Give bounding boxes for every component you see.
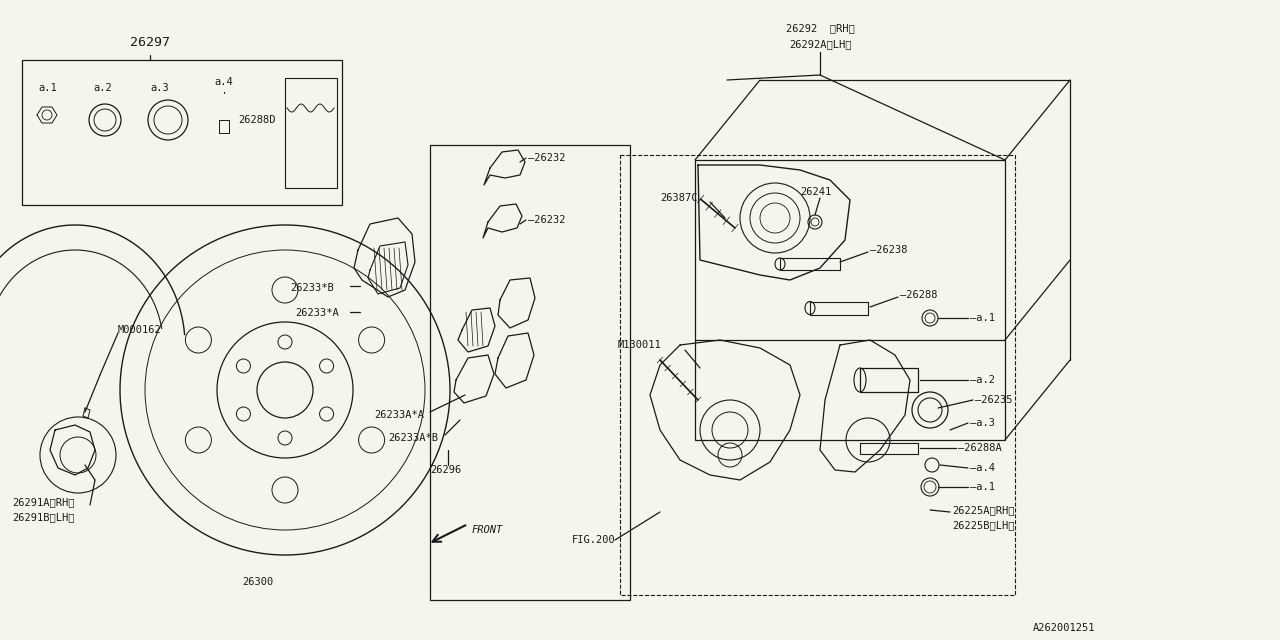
Text: —a.1: —a.1: [970, 482, 995, 492]
Bar: [285, 78, 337, 188]
Text: 26300: 26300: [242, 577, 274, 587]
Text: FRONT: FRONT: [472, 525, 503, 535]
Bar: [430, 145, 630, 600]
Text: 26387C: 26387C: [660, 193, 698, 203]
Text: 26297: 26297: [131, 36, 170, 49]
Text: 26296: 26296: [430, 465, 461, 475]
Text: M130011: M130011: [618, 340, 662, 350]
Text: a.2: a.2: [93, 83, 111, 93]
Text: —26232: —26232: [529, 153, 566, 163]
Text: 26292  〈RH〉: 26292 〈RH〉: [786, 23, 854, 33]
Text: FIG.200: FIG.200: [572, 535, 616, 545]
Text: a.4: a.4: [214, 77, 233, 87]
Text: A262001251: A262001251: [1033, 623, 1094, 633]
Text: 26292A〈LH〉: 26292A〈LH〉: [788, 39, 851, 49]
Bar: [620, 155, 1015, 595]
Text: 26225A〈RH〉: 26225A〈RH〉: [952, 505, 1015, 515]
Text: —a.2: —a.2: [970, 375, 995, 385]
Text: —26238: —26238: [870, 245, 908, 255]
Bar: [22, 60, 342, 205]
Text: —a.3: —a.3: [970, 418, 995, 428]
Text: 26291B〈LH〉: 26291B〈LH〉: [12, 512, 74, 522]
Text: —a.1: —a.1: [970, 313, 995, 323]
Text: 26233A*B: 26233A*B: [388, 433, 438, 443]
Text: M000162: M000162: [118, 325, 161, 335]
Text: 26233A*A: 26233A*A: [374, 410, 424, 420]
Text: —26235: —26235: [975, 395, 1012, 405]
Text: 26225B〈LH〉: 26225B〈LH〉: [952, 520, 1015, 530]
Text: 26291A〈RH〉: 26291A〈RH〉: [12, 497, 74, 507]
Text: —26288A: —26288A: [957, 443, 1002, 453]
Text: a.1: a.1: [38, 83, 56, 93]
Text: —26288: —26288: [900, 290, 937, 300]
Text: —26232: —26232: [529, 215, 566, 225]
Bar: [695, 160, 1005, 440]
Text: a.3: a.3: [150, 83, 169, 93]
Text: 26288D: 26288D: [238, 115, 275, 125]
Text: 26241: 26241: [800, 187, 831, 197]
Text: —a.4: —a.4: [970, 463, 995, 473]
Text: 26233*A: 26233*A: [294, 308, 339, 318]
Text: 26233*B: 26233*B: [291, 283, 334, 293]
